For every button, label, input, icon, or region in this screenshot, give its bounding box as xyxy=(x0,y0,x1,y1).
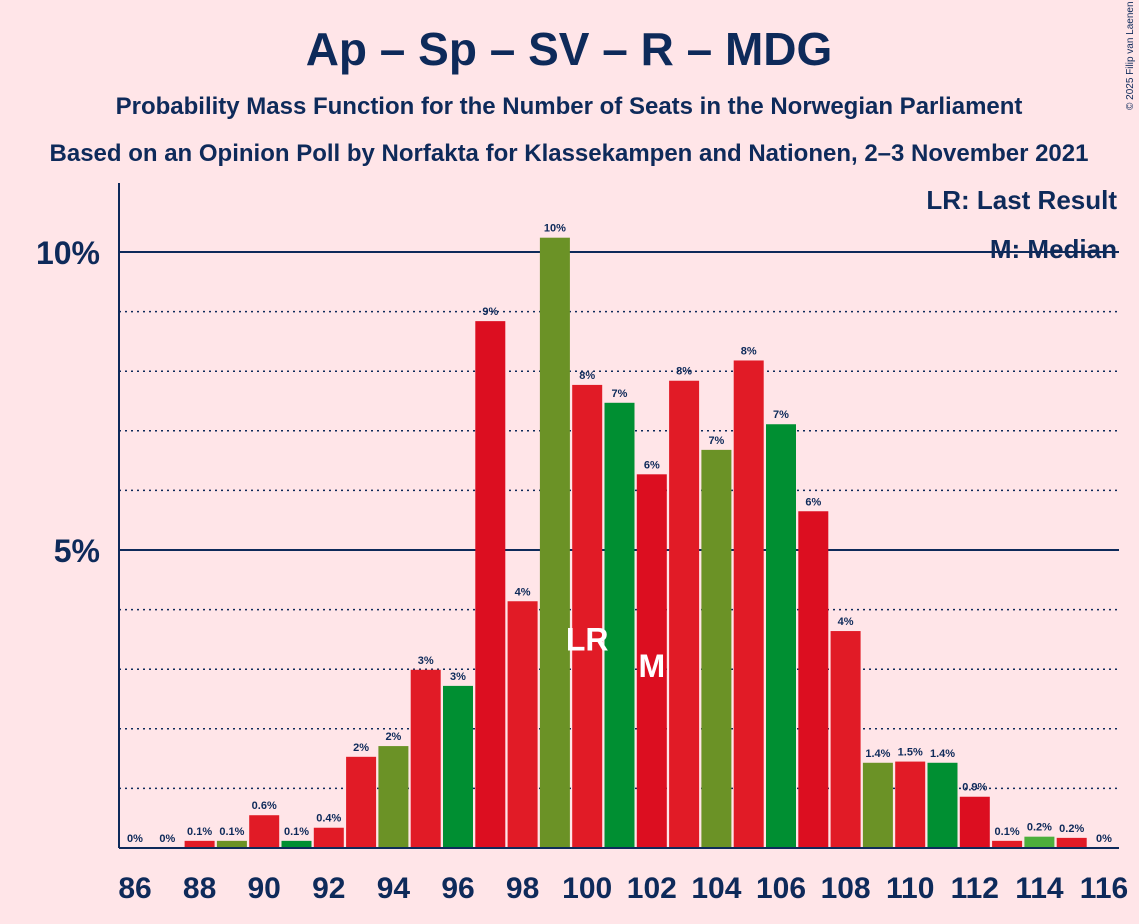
bar-seat-92 xyxy=(313,827,344,848)
bar-seat-111 xyxy=(927,762,958,848)
x-tick-label: 106 xyxy=(756,872,806,905)
bar-seat-89 xyxy=(216,840,247,848)
x-tick-label: 102 xyxy=(627,872,677,905)
bar-seat-101 xyxy=(604,402,635,848)
y-tick-labels: 5% 10% xyxy=(36,235,100,569)
x-tick-label: 94 xyxy=(377,872,411,905)
x-tick-labels: 86 88 90 92 94 96 98 100 102 104 106 108 110 112 114 11… xyxy=(118,872,1128,905)
bar-seat-104 xyxy=(701,449,732,848)
bar-label-seat-103: 8% xyxy=(676,366,692,378)
bar-seat-100 xyxy=(572,384,603,848)
bar-seat-93 xyxy=(346,756,377,848)
bar-label-seat-97: 9% xyxy=(482,306,498,318)
bar-seat-110 xyxy=(895,761,926,848)
x-tick-label: 116 xyxy=(1080,872,1128,905)
y-tick-label: 10% xyxy=(36,235,100,271)
bar-label-seat-114: 0.2% xyxy=(1027,822,1052,834)
bar-label-seat-90: 0.6% xyxy=(252,800,277,812)
bar-seat-95 xyxy=(410,669,441,848)
bar-seat-88 xyxy=(184,840,215,848)
bar-label-seat-108: 4% xyxy=(838,616,854,628)
bar-seat-98 xyxy=(507,601,538,848)
axes xyxy=(118,183,1119,849)
bar-seat-113 xyxy=(992,840,1023,848)
bar-seat-107 xyxy=(798,511,829,848)
bar-seat-102 xyxy=(636,474,667,848)
x-tick-label: 112 xyxy=(951,872,999,905)
x-tick-label: 104 xyxy=(691,872,741,905)
x-tick-label: 88 xyxy=(183,872,216,905)
bar-seat-91 xyxy=(281,840,312,848)
bar-seat-90 xyxy=(249,815,280,848)
x-tick-label: 96 xyxy=(441,872,474,905)
x-tick-label: 92 xyxy=(312,872,345,905)
bar-label-seat-95: 3% xyxy=(418,655,434,667)
x-tick-label: 114 xyxy=(1015,872,1064,905)
bar-label-seat-86: 0% xyxy=(127,833,143,845)
bar-label-seat-91: 0.1% xyxy=(284,826,309,838)
median-marker: M xyxy=(638,648,665,684)
bar-label-seat-115: 0.2% xyxy=(1059,823,1084,835)
x-tick-label: 110 xyxy=(886,872,934,905)
bar-seat-112 xyxy=(959,796,990,848)
bar-seat-94 xyxy=(378,746,409,848)
bar-seat-96 xyxy=(443,685,473,848)
result-markers: LR M xyxy=(566,621,665,684)
x-tick-label: 90 xyxy=(248,872,281,905)
bar-label-seat-93: 2% xyxy=(353,742,369,754)
bar-seat-109 xyxy=(862,762,893,848)
x-tick-label: 86 xyxy=(118,872,151,905)
last-result-marker: LR xyxy=(566,621,609,657)
chart-subtitle: Probability Mass Function for the Number… xyxy=(116,93,1023,120)
bar-seat-114 xyxy=(1024,836,1055,848)
bar-label-seat-110: 1.5% xyxy=(898,747,923,759)
copyright-note: © 2025 Filip van Laenen xyxy=(1125,1,1136,110)
bar-seat-115 xyxy=(1056,837,1087,848)
chart-title: Ap – Sp – SV – R – MDG xyxy=(306,23,833,75)
bar-label-seat-100: 8% xyxy=(579,370,595,382)
x-tick-label: 98 xyxy=(506,872,539,905)
bar-label-seat-92: 0.4% xyxy=(316,813,341,825)
bar-label-seat-106: 7% xyxy=(773,409,789,421)
bar-label-seat-99: 10% xyxy=(544,223,566,235)
bar-label-seat-98: 4% xyxy=(515,586,531,598)
bar-label-seat-87: 0% xyxy=(159,833,175,845)
bar-label-seat-102: 6% xyxy=(644,459,660,471)
bar-label-seat-109: 1.4% xyxy=(865,748,890,760)
bar-label-seat-104: 7% xyxy=(708,435,724,447)
bar-seat-99 xyxy=(539,237,570,849)
bars: 0% 0% 0.1% 0.1% 0.6% 0.1% 0.4% 2% 2% 3% 3% 9% 4% 10% 8… xyxy=(127,223,1112,849)
bar-seat-97 xyxy=(475,321,506,848)
bar-seat-106 xyxy=(766,424,796,848)
y-tick-label: 5% xyxy=(54,533,100,569)
bar-seat-103 xyxy=(669,380,700,848)
x-tick-label: 100 xyxy=(562,872,612,905)
bar-label-seat-107: 6% xyxy=(805,496,821,508)
bar-label-seat-111: 1.4% xyxy=(930,748,955,760)
legend-last-result: LR: Last Result xyxy=(926,185,1117,215)
chart-subtitle-poll: Based on an Opinion Poll by Norfakta for… xyxy=(50,140,1089,167)
bar-label-seat-113: 0.1% xyxy=(995,826,1020,838)
bar-label-seat-101: 7% xyxy=(612,388,628,400)
bar-label-seat-94: 2% xyxy=(385,731,401,743)
bar-label-seat-116: 0% xyxy=(1096,833,1112,845)
legend-median: M: Median xyxy=(990,234,1117,264)
bar-label-seat-96: 3% xyxy=(450,671,466,683)
bar-label-seat-89: 0.1% xyxy=(219,826,244,838)
bar-label-seat-88: 0.1% xyxy=(187,826,212,838)
bar-seat-105 xyxy=(733,360,764,848)
x-tick-label: 108 xyxy=(821,872,871,905)
bar-seat-108 xyxy=(830,631,861,848)
bar-label-seat-112: 0.9% xyxy=(962,782,987,794)
bar-label-seat-105: 8% xyxy=(741,345,757,357)
